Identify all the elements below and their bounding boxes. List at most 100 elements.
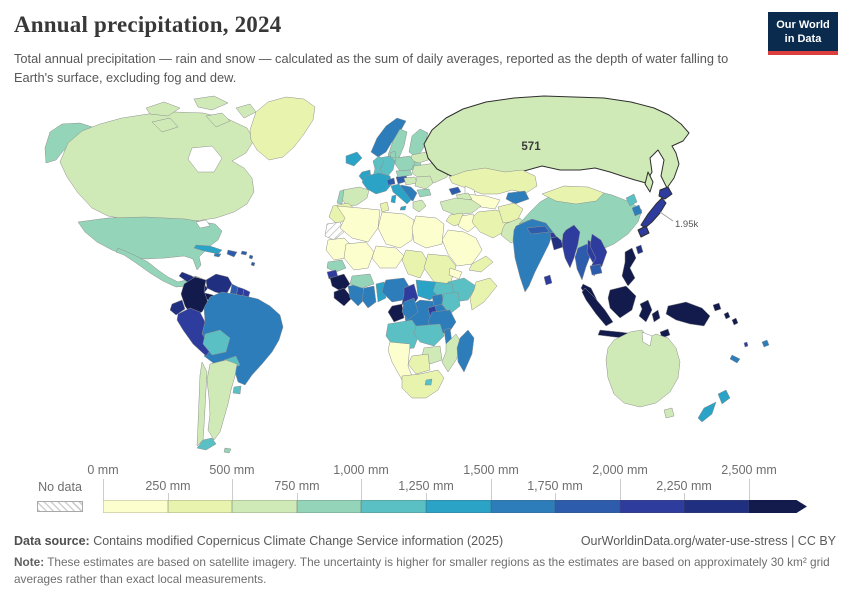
country-egypt[interactable] (411, 215, 445, 249)
owid-logo[interactable]: Our World in Data (768, 12, 838, 55)
legend-band[interactable] (296, 500, 362, 513)
country-uruguay[interactable] (232, 385, 242, 395)
legend-band[interactable] (619, 500, 685, 513)
country-canada-arctic3[interactable] (235, 103, 257, 119)
country-kyrgyzstan-tajikistan[interactable] (505, 190, 530, 205)
country-bulgaria[interactable] (416, 188, 432, 198)
country-libya[interactable] (377, 211, 415, 249)
country-namibia[interactable] (387, 341, 413, 381)
country-nigeria[interactable] (381, 277, 411, 303)
country-kenya[interactable] (441, 291, 461, 315)
country-turkey[interactable] (439, 197, 482, 216)
country-niger[interactable] (371, 245, 405, 269)
legend-band[interactable] (425, 500, 491, 513)
country-italy[interactable] (390, 183, 412, 205)
country-lesser-antilles1[interactable] (248, 254, 254, 260)
country-portugal[interactable] (336, 189, 345, 205)
country-falkland-islands[interactable] (223, 447, 232, 454)
country-ecuador[interactable] (169, 299, 186, 316)
legend-band[interactable] (103, 500, 168, 513)
country-denmark[interactable] (389, 150, 397, 159)
country-vanuatu[interactable] (743, 341, 749, 348)
country-south-africa[interactable] (401, 369, 445, 399)
country-guinea[interactable] (329, 273, 351, 293)
country-south-korea[interactable] (631, 204, 643, 217)
country-canada-arctic2[interactable] (193, 95, 229, 111)
country-sri-lanka[interactable] (543, 274, 553, 286)
country-mozambique[interactable] (441, 333, 463, 373)
country-switzerland[interactable] (386, 177, 396, 186)
country-sardinia[interactable] (390, 194, 397, 204)
country-iceland[interactable] (345, 151, 363, 167)
country-congo[interactable] (401, 297, 419, 321)
country-lesotho[interactable] (424, 378, 433, 386)
owid-link[interactable]: OurWorldinData.org/water-use-stress | CC… (580, 534, 836, 548)
country-nepal[interactable] (526, 225, 550, 235)
country-indonesia-sumatra[interactable] (581, 287, 614, 327)
country-chad[interactable] (401, 249, 429, 279)
legend-band-open-ended[interactable] (748, 500, 807, 513)
country-canada-arctic1[interactable] (145, 101, 181, 117)
country-algeria[interactable] (336, 205, 381, 243)
country-western-sahara[interactable] (324, 221, 345, 241)
country-bolivia[interactable] (202, 329, 231, 356)
country-canada-arctic5[interactable] (205, 112, 231, 128)
country-poland[interactable] (394, 155, 416, 172)
country-hungary[interactable] (403, 176, 418, 186)
country-hispaniola[interactable] (226, 249, 238, 258)
legend-band[interactable] (232, 500, 297, 513)
country-ghana[interactable] (361, 285, 377, 309)
country-romania[interactable] (414, 175, 434, 190)
country-new-zealand-north[interactable] (717, 389, 731, 405)
country-canada[interactable] (59, 111, 255, 223)
country-new-britain[interactable] (712, 302, 722, 312)
country-tasmania[interactable] (663, 407, 675, 419)
legend-band[interactable] (490, 500, 556, 513)
no-data-swatch[interactable] (37, 501, 83, 512)
country-sierra-leone-liberia[interactable] (333, 287, 353, 307)
country-gabon[interactable] (387, 303, 405, 323)
country-puerto-rico[interactable] (240, 250, 248, 256)
country-greenland[interactable] (249, 96, 316, 161)
country-philippines[interactable] (621, 247, 637, 287)
country-indonesia-borneo[interactable] (607, 285, 637, 319)
country-japan-honshu[interactable] (640, 197, 667, 229)
country-russia-sakhalin[interactable] (644, 171, 654, 193)
country-lesser-antilles2[interactable] (250, 261, 256, 267)
country-chile-south[interactable] (196, 437, 217, 451)
legend-band[interactable] (361, 500, 426, 513)
country-japan-hokkaido[interactable] (658, 186, 673, 200)
country-zambia[interactable] (413, 323, 445, 347)
country-somalia[interactable] (469, 277, 498, 311)
country-tunisia[interactable] (379, 201, 390, 213)
country-north-korea[interactable] (625, 193, 638, 207)
country-solomons1[interactable] (723, 311, 731, 320)
country-greece[interactable] (412, 199, 427, 213)
country-jamaica[interactable] (213, 252, 222, 258)
legend-band[interactable] (555, 500, 620, 513)
country-new-zealand-south[interactable] (697, 401, 717, 423)
country-indonesia-maluku[interactable] (651, 309, 661, 323)
country-madagascar[interactable] (456, 329, 475, 373)
country-norway[interactable] (370, 117, 407, 158)
country-mongolia[interactable] (541, 185, 605, 205)
country-burkina-faso[interactable] (349, 273, 375, 289)
country-cambodia[interactable] (589, 263, 603, 276)
country-argentina[interactable] (206, 359, 238, 441)
country-spain[interactable] (340, 186, 370, 207)
country-solomons2[interactable] (731, 317, 739, 326)
country-yemen-oman[interactable] (468, 255, 494, 273)
country-mali[interactable] (343, 241, 375, 271)
country-afghanistan[interactable] (497, 202, 524, 224)
country-new-caledonia[interactable] (729, 354, 741, 364)
country-canada-arctic4[interactable] (151, 117, 179, 133)
country-taiwan[interactable] (635, 244, 644, 255)
country-sicily[interactable] (399, 205, 407, 211)
country-myanmar[interactable] (561, 224, 581, 269)
country-chile[interactable] (196, 361, 208, 447)
country-fiji[interactable] (761, 339, 770, 348)
legend-band[interactable] (684, 500, 749, 513)
country-georgia[interactable] (448, 186, 462, 196)
legend-band[interactable] (167, 500, 233, 513)
country-czechia[interactable] (395, 169, 413, 178)
